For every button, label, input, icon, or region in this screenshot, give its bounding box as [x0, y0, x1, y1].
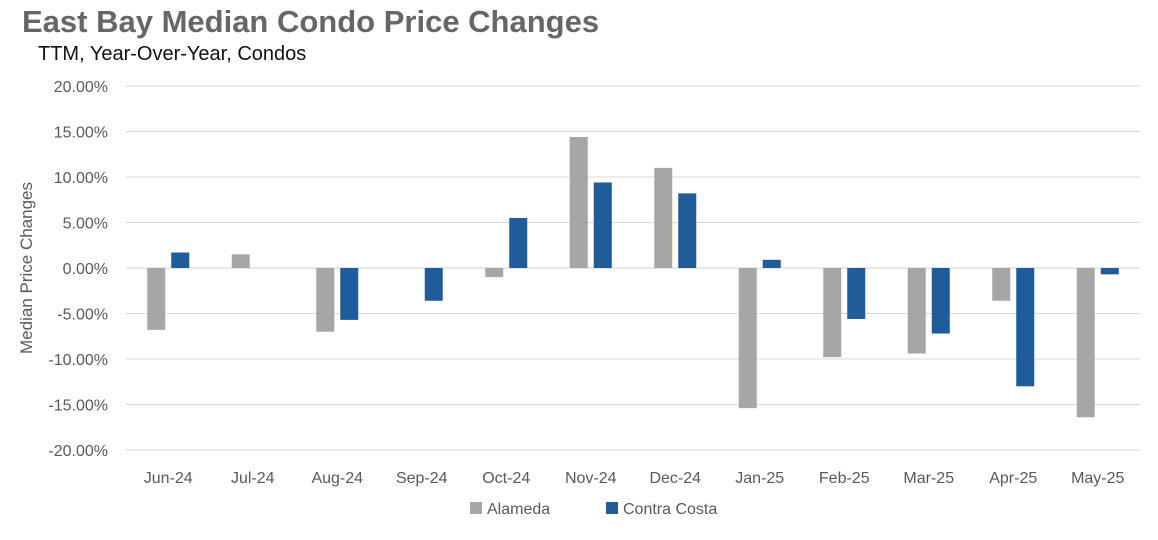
y-tick-label: 0.00% — [63, 261, 108, 278]
chart-subtitle: TTM, Year-Over-Year, Condos — [38, 43, 307, 65]
y-axis-ticks: 20.00% 15.00% 10.00% 5.00% 0.00% -5.00% -10.00… — [48, 79, 108, 460]
legend-label: Contra Costa — [623, 501, 717, 518]
bar-alameda-dec-24 — [654, 167, 673, 268]
x-tick-label: Mar-25 — [903, 470, 954, 487]
x-tick-label: Feb-25 — [819, 470, 870, 487]
x-tick-label: Sep-24 — [396, 470, 448, 487]
bar-alameda-nov-24 — [569, 136, 588, 268]
bar-contra-costa-oct-24 — [509, 217, 528, 268]
bar-contra-costa-feb-25 — [847, 268, 866, 319]
x-tick-label: Jul-24 — [231, 470, 275, 487]
bar-contra-costa-apr-25 — [1016, 268, 1035, 387]
y-tick-label: 5.00% — [63, 216, 108, 233]
bar-contra-costa-aug-24 — [340, 268, 359, 320]
legend-label: Alameda — [487, 501, 550, 518]
y-tick-label: 20.00% — [54, 79, 108, 96]
y-tick-label: -20.00% — [48, 443, 108, 460]
legend-swatch-alameda — [470, 502, 482, 514]
legend: Alameda Contra Costa — [470, 501, 717, 518]
bar-alameda-jun-24 — [147, 268, 166, 330]
bar-contra-costa-dec-24 — [678, 193, 697, 268]
x-tick-label: Aug-24 — [311, 470, 363, 487]
bar-alameda-apr-25 — [992, 268, 1011, 301]
x-tick-label: Nov-24 — [565, 470, 617, 487]
bars — [147, 136, 1119, 418]
bar-alameda-may-25 — [1076, 268, 1095, 418]
bar-alameda-jul-24 — [231, 254, 250, 268]
bar-alameda-aug-24 — [316, 268, 335, 332]
bar-contra-costa-nov-24 — [593, 182, 612, 268]
y-tick-label: 15.00% — [54, 125, 108, 142]
bar-alameda-oct-24 — [485, 268, 504, 278]
legend-swatch-contra-costa — [606, 502, 618, 514]
bar-contra-costa-mar-25 — [931, 268, 950, 334]
x-axis-ticks: Jun-24 Jul-24 Aug-24 Sep-24 Oct-24 Nov-24 Dec-… — [144, 470, 1125, 487]
y-tick-label: -5.00% — [57, 307, 108, 324]
bar-alameda-jan-25 — [738, 268, 757, 409]
y-tick-label: 10.00% — [54, 170, 108, 187]
y-axis-label: Median Price Changes — [17, 182, 36, 354]
x-tick-label: Dec-24 — [649, 470, 701, 487]
y-tick-label: -10.00% — [48, 352, 108, 369]
bar-contra-costa-jan-25 — [762, 259, 781, 268]
bar-contra-costa-may-25 — [1100, 268, 1119, 275]
gridlines — [126, 85, 1140, 451]
bar-contra-costa-jun-24 — [171, 252, 190, 268]
y-tick-label: -15.00% — [48, 398, 108, 415]
bar-alameda-feb-25 — [823, 268, 842, 358]
bar-contra-costa-sep-24 — [424, 268, 443, 301]
x-tick-label: Jun-24 — [144, 470, 193, 487]
x-tick-label: May-25 — [1071, 470, 1124, 487]
x-tick-label: Oct-24 — [482, 470, 530, 487]
bar-alameda-mar-25 — [907, 268, 926, 354]
x-tick-label: Jan-25 — [735, 470, 784, 487]
chart-title: East Bay Median Condo Price Changes — [22, 4, 600, 39]
x-tick-label: Apr-25 — [989, 470, 1037, 487]
